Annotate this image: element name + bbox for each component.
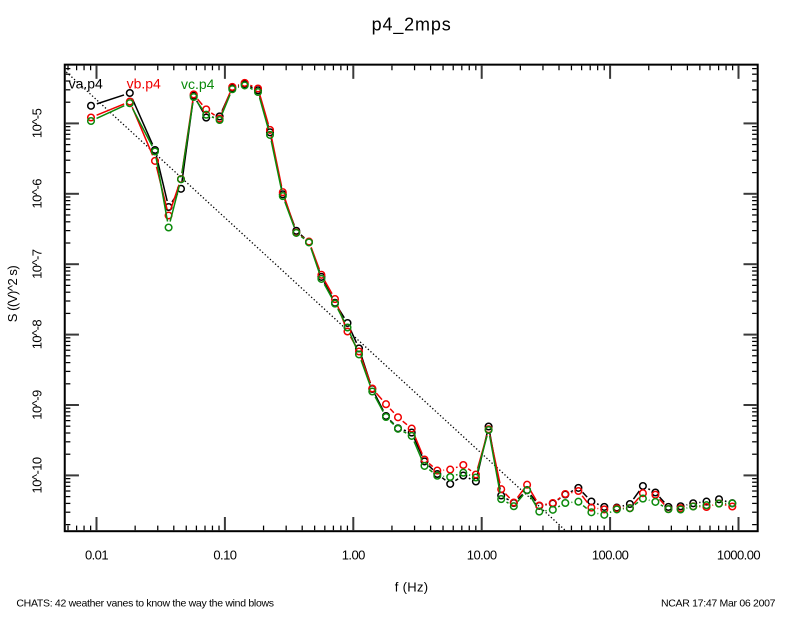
svg-text:CHATS: 42 weather vanes to kno: CHATS: 42 weather vanes to know the way …: [16, 598, 273, 610]
svg-text:10^-6: 10^-6: [30, 179, 45, 209]
svg-text:S ((V)^2 s): S ((V)^2 s): [5, 266, 20, 323]
svg-text:10^-5: 10^-5: [30, 108, 45, 138]
svg-text:10^-10: 10^-10: [30, 457, 45, 493]
svg-text:0.10: 0.10: [213, 548, 236, 563]
svg-text:f (Hz): f (Hz): [395, 579, 429, 594]
svg-text:10^-9: 10^-9: [30, 390, 45, 420]
svg-text:10^-8: 10^-8: [30, 320, 45, 350]
svg-text:vc.p4: vc.p4: [181, 76, 215, 92]
svg-text:p4_2mps: p4_2mps: [372, 15, 452, 36]
svg-text:va.p4: va.p4: [69, 75, 103, 91]
svg-text:1.00: 1.00: [342, 548, 365, 563]
svg-text:100.00: 100.00: [592, 548, 629, 563]
svg-text:vb.p4: vb.p4: [127, 75, 161, 91]
svg-text:1000.00: 1000.00: [717, 548, 760, 563]
svg-text:0.01: 0.01: [85, 548, 108, 563]
svg-text:NCAR 17:47 Mar 06 2007: NCAR 17:47 Mar 06 2007: [661, 598, 776, 610]
svg-text:10^-7: 10^-7: [30, 249, 45, 279]
svg-text:10.00: 10.00: [467, 548, 497, 563]
